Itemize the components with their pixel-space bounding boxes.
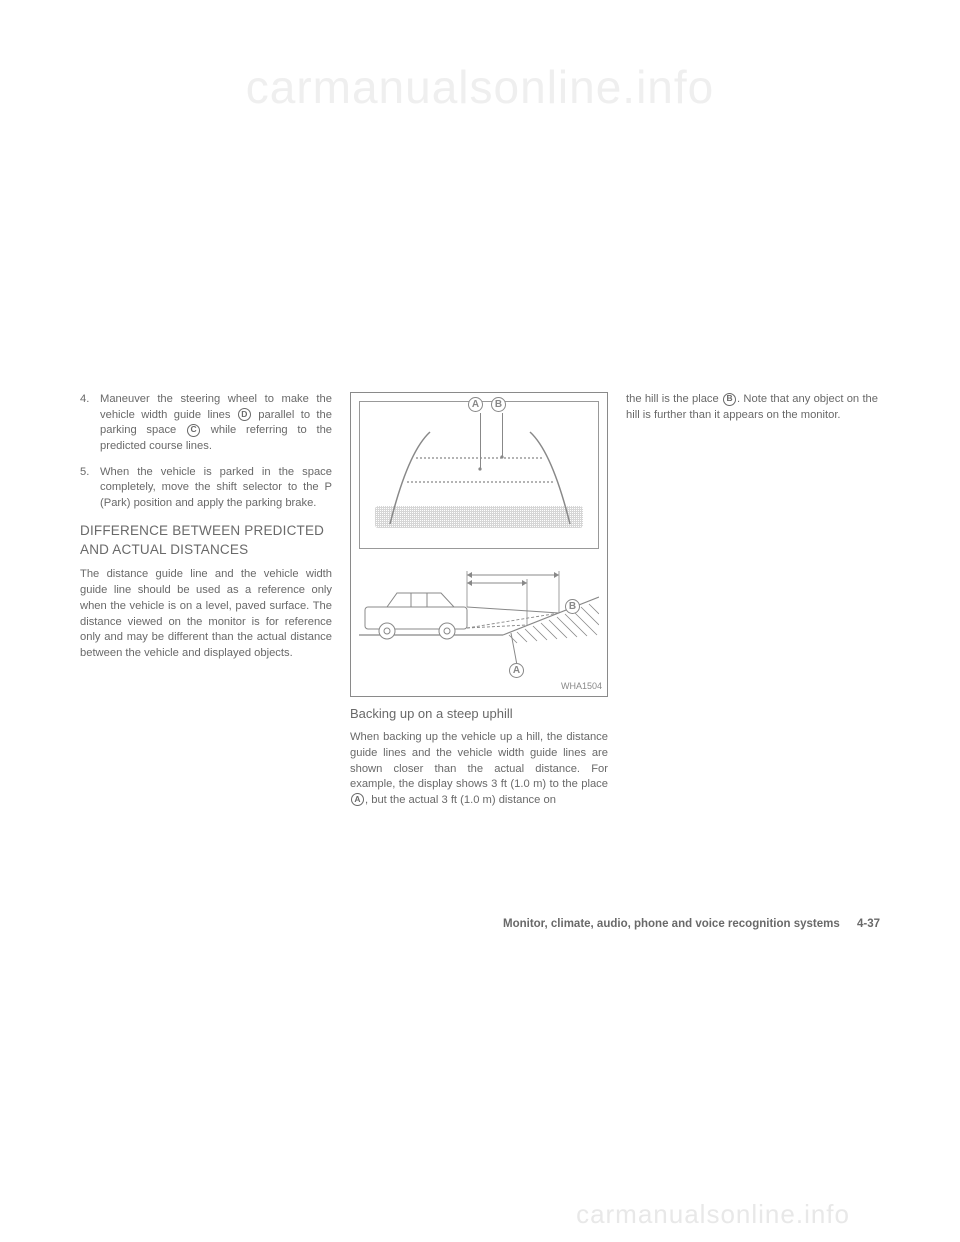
label-a-icon: A: [468, 397, 483, 412]
section-heading: DIFFERENCE BETWEEN PREDICTED AND ACTUAL …: [80, 522, 332, 560]
column-2: A B: [350, 392, 608, 819]
label-b-icon: B: [491, 397, 506, 412]
paragraph: When backing up the vehicle up a hill, t…: [350, 730, 608, 808]
ref-a-icon: A: [351, 793, 364, 806]
ref-b-icon: B: [723, 393, 736, 406]
subheading: Backing up on a steep uphill: [350, 705, 608, 723]
watermark-bottom: carmanualsonline.info: [576, 1199, 850, 1230]
list-text: Maneuver the steering wheel to make the …: [100, 392, 332, 455]
text-fragment: the hill is the place: [626, 393, 722, 405]
ref-d-icon: D: [238, 408, 251, 421]
figure-diagram: A B: [350, 392, 608, 697]
car-hill-svg: [359, 563, 599, 678]
text-fragment: When backing up the vehicle up a hill, t…: [350, 731, 608, 790]
list-num: 4.: [80, 392, 100, 455]
list-item-5: 5. When the vehicle is parked in the spa…: [80, 465, 332, 512]
label-b-side-icon: B: [565, 599, 580, 614]
page-number: 4-37: [857, 918, 880, 930]
watermark-top: carmanualsonline.info: [246, 60, 715, 114]
list-num: 5.: [80, 465, 100, 512]
ref-c-icon: C: [187, 424, 200, 437]
list-text: When the vehicle is parked in the space …: [100, 465, 332, 512]
page-content: 4. Maneuver the steering wheel to make t…: [80, 392, 880, 819]
column-3: the hill is the place B. Note that any o…: [626, 392, 878, 819]
figure-id: WHA1504: [561, 680, 602, 693]
side-view-diagram: B A: [359, 563, 599, 678]
label-a-side-icon: A: [509, 663, 524, 678]
paragraph: The distance guide line and the vehicle …: [80, 567, 332, 661]
monitor-frame: [359, 401, 599, 549]
column-1: 4. Maneuver the steering wheel to make t…: [80, 392, 332, 819]
paragraph: the hill is the place B. Note that any o…: [626, 392, 878, 423]
text-fragment: , but the actual 3 ft (1.0 m) distance o…: [365, 794, 556, 806]
page-footer: Monitor, climate, audio, phone and voice…: [80, 918, 880, 930]
footer-section: Monitor, climate, audio, phone and voice…: [503, 918, 840, 930]
pointer-line-a: [480, 413, 481, 469]
list-item-4: 4. Maneuver the steering wheel to make t…: [80, 392, 332, 455]
pointer-line-b: [502, 413, 503, 457]
